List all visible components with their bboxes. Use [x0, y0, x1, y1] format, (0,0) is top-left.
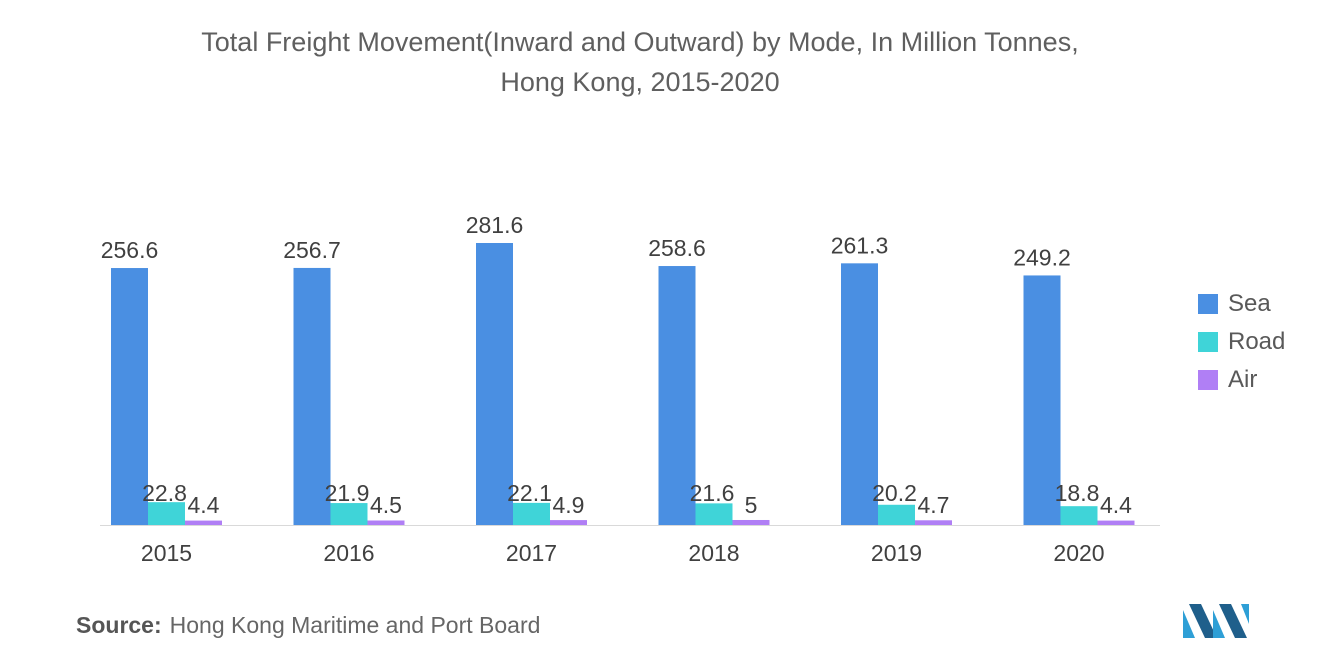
data-label-air-2016: 4.5: [370, 492, 402, 518]
data-label-air-2019: 4.7: [918, 492, 950, 518]
data-label-road-2019: 20.2: [872, 480, 917, 506]
data-label-air-2018: 5: [745, 492, 758, 518]
bar-air-2016: [367, 520, 405, 525]
x-tick-label-2015: 2015: [141, 540, 192, 566]
data-label-sea-2016: 256.7: [283, 237, 341, 263]
data-label-road-2015: 22.8: [142, 480, 187, 506]
bar-air-2020: [1097, 520, 1135, 525]
legend-item-sea: Sea: [1198, 285, 1285, 323]
bar-air-2015: [185, 520, 222, 525]
bar-air-2017: [550, 520, 587, 525]
legend-swatch-sea: [1198, 294, 1218, 314]
data-label-air-2017: 4.9: [553, 492, 585, 518]
bar-road-2018: [695, 503, 733, 525]
legend-swatch-road: [1198, 332, 1218, 352]
bar-sea-2015: [111, 268, 148, 525]
chart-title: Total Freight Movement(Inward and Outwar…: [60, 22, 1220, 102]
bar-air-2018: [732, 519, 770, 525]
chart-title-line-1: Total Freight Movement(Inward and Outwar…: [201, 27, 1079, 57]
bar-road-2019: [878, 504, 915, 525]
bar-sea-2016: [293, 267, 331, 525]
data-label-sea-2018: 258.6: [648, 235, 706, 261]
bar-road-2016: [330, 503, 368, 525]
data-label-road-2017: 22.1: [507, 480, 552, 506]
x-tick-label-2020: 2020: [1053, 540, 1104, 566]
legend-label-sea: Sea: [1228, 290, 1271, 317]
data-label-air-2015: 4.4: [188, 492, 220, 518]
data-label-air-2020: 4.4: [1100, 492, 1132, 518]
data-label-road-2020: 18.8: [1055, 480, 1100, 506]
bar-sea-2020: [1023, 275, 1061, 525]
mordor-intelligence-logo-icon: [1183, 604, 1249, 638]
data-label-sea-2019: 261.3: [831, 232, 889, 258]
source-label: Source:: [76, 612, 162, 638]
legend-label-air: Air: [1228, 366, 1258, 393]
x-tick-label-2018: 2018: [688, 540, 739, 566]
bar-road-2015: [148, 502, 185, 525]
source-text: Hong Kong Maritime and Port Board: [169, 612, 541, 638]
legend-swatch-air: [1198, 370, 1218, 390]
data-label-road-2016: 21.9: [325, 480, 370, 506]
data-label-sea-2020: 249.2: [1013, 244, 1071, 270]
x-tick-label-2019: 2019: [871, 540, 922, 566]
source-note: Source: Hong Kong Maritime and Port Board: [76, 612, 540, 639]
x-tick-label-2017: 2017: [506, 540, 557, 566]
x-tick-label-2016: 2016: [323, 540, 374, 566]
legend-label-road: Road: [1228, 328, 1286, 355]
bar-road-2017: [513, 502, 550, 525]
bar-road-2020: [1060, 506, 1098, 525]
data-label-road-2018: 21.6: [690, 480, 735, 506]
bar-sea-2018: [658, 266, 696, 525]
chart-title-line-2: Hong Kong, 2015-2020: [500, 67, 780, 97]
legend-item-road: Road: [1198, 323, 1285, 361]
bar-sea-2017: [476, 243, 513, 525]
data-label-sea-2017: 281.6: [466, 212, 524, 238]
bar-sea-2019: [841, 263, 878, 525]
legend-item-air: Air: [1198, 361, 1285, 399]
data-label-sea-2015: 256.6: [101, 237, 159, 263]
bar-air-2019: [915, 520, 952, 525]
chart-legend: Sea Road Air: [1198, 285, 1285, 399]
